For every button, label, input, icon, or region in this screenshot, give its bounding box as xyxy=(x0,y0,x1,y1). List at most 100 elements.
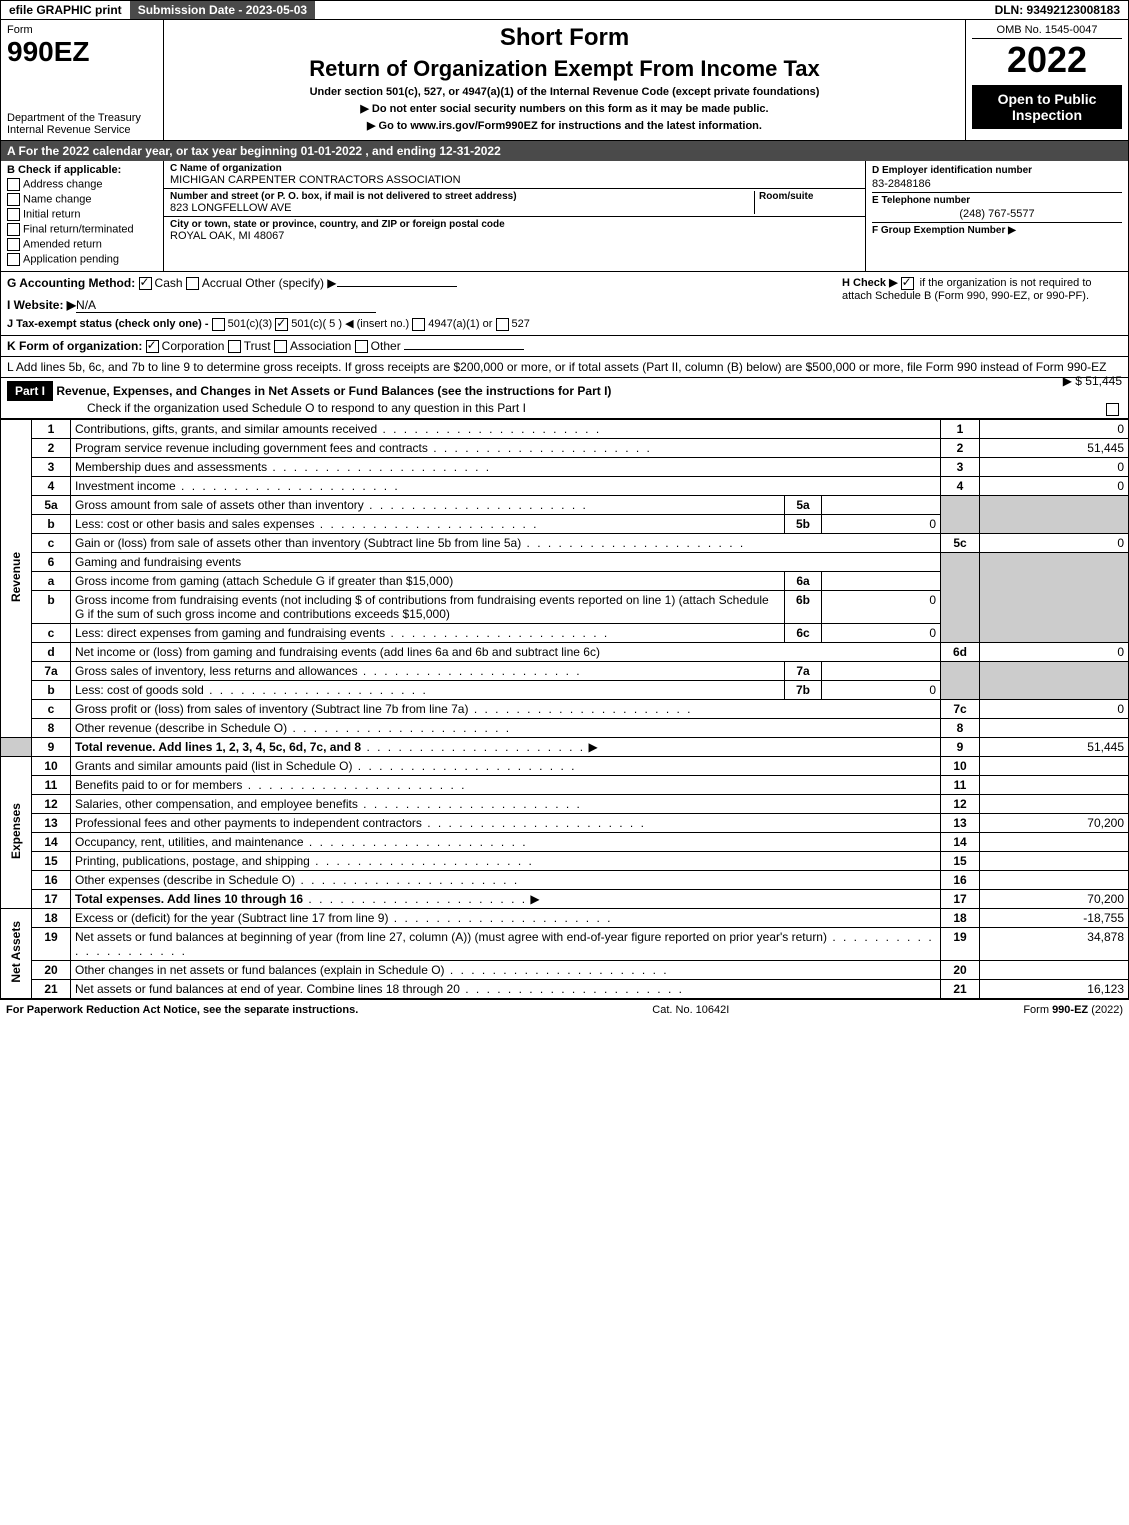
no-ssn-note: ▶ Do not enter social security numbers o… xyxy=(170,102,959,115)
d-label: D Employer identification number xyxy=(872,165,1122,176)
form-label: Form xyxy=(7,24,157,36)
chk-initial-return[interactable]: Initial return xyxy=(7,208,157,221)
org-name: MICHIGAN CARPENTER CONTRACTORS ASSOCIATI… xyxy=(170,174,859,186)
page-footer: For Paperwork Reduction Act Notice, see … xyxy=(0,999,1129,1020)
chk-527[interactable] xyxy=(496,318,509,331)
amt-5c: 0 xyxy=(980,534,1129,553)
part1-label: Part I xyxy=(7,381,53,401)
under-section: Under section 501(c), 527, or 4947(a)(1)… xyxy=(170,86,959,98)
dept-label: Department of the Treasury Internal Reve… xyxy=(7,112,157,136)
amt-4: 0 xyxy=(980,477,1129,496)
g-line: G Accounting Method: Cash Accrual Other … xyxy=(7,276,822,290)
amt-6d: 0 xyxy=(980,643,1129,662)
chk-application-pending[interactable]: Application pending xyxy=(7,253,157,266)
room-label: Room/suite xyxy=(759,191,859,202)
amt-1: 0 xyxy=(980,420,1129,439)
h-block: H Check ▶ if the organization is not req… xyxy=(842,276,1122,331)
col-b-checkboxes: B Check if applicable: Address change Na… xyxy=(1,161,164,271)
chk-cash[interactable] xyxy=(139,277,152,290)
submission-date: Submission Date - 2023-05-03 xyxy=(130,1,315,19)
amt-2: 51,445 xyxy=(980,439,1129,458)
section-bcdef: B Check if applicable: Address change Na… xyxy=(0,161,1129,272)
amt-11 xyxy=(980,776,1129,795)
amt-9: 51,445 xyxy=(980,738,1129,757)
tax-year: 2022 xyxy=(972,39,1122,81)
chk-address-change[interactable]: Address change xyxy=(7,178,157,191)
f-label: F Group Exemption Number ▶ xyxy=(872,222,1122,236)
city-value: ROYAL OAK, MI 48067 xyxy=(170,230,859,242)
row-a-tax-year: A For the 2022 calendar year, or tax yea… xyxy=(0,141,1129,161)
amt-7c: 0 xyxy=(980,700,1129,719)
footer-left: For Paperwork Reduction Act Notice, see … xyxy=(6,1004,358,1016)
phone-value: (248) 767-5577 xyxy=(872,208,1122,220)
chk-accrual[interactable] xyxy=(186,277,199,290)
l-line: L Add lines 5b, 6c, and 7b to line 9 to … xyxy=(0,357,1129,378)
col-def: D Employer identification number 83-2848… xyxy=(865,161,1128,271)
c-name-label: C Name of organization xyxy=(170,163,859,174)
l-value: ▶ $ 51,445 xyxy=(1063,374,1122,388)
ein-value: 83-2848186 xyxy=(872,178,1122,190)
amt-3: 0 xyxy=(980,458,1129,477)
return-title: Return of Organization Exempt From Incom… xyxy=(170,56,959,82)
top-bar: efile GRAPHIC print Submission Date - 20… xyxy=(0,0,1129,20)
chk-assoc[interactable] xyxy=(274,340,287,353)
amt-12 xyxy=(980,795,1129,814)
b-title: B Check if applicable: xyxy=(7,164,157,176)
k-line: K Form of organization: Corporation Trus… xyxy=(0,336,1129,357)
chk-final-return[interactable]: Final return/terminated xyxy=(7,223,157,236)
i-line: I Website: ▶N/A xyxy=(7,298,822,313)
dln-label: DLN: 93492123008183 xyxy=(987,1,1128,19)
ghij-block: G Accounting Method: Cash Accrual Other … xyxy=(0,272,1129,336)
website-value: N/A xyxy=(76,298,376,313)
sub-7a xyxy=(822,662,941,681)
chk-h[interactable] xyxy=(901,277,914,290)
chk-4947[interactable] xyxy=(412,318,425,331)
header-center: Short Form Return of Organization Exempt… xyxy=(164,20,966,140)
short-form-title: Short Form xyxy=(170,24,959,52)
amt-8 xyxy=(980,719,1129,738)
goto-note: ▶ Go to www.irs.gov/Form990EZ for instru… xyxy=(170,119,959,132)
open-public-badge: Open to Public Inspection xyxy=(972,85,1122,129)
sub-6c: 0 xyxy=(822,624,941,643)
amt-21: 16,123 xyxy=(980,980,1129,999)
chk-trust[interactable] xyxy=(228,340,241,353)
chk-amended-return[interactable]: Amended return xyxy=(7,238,157,251)
chk-part1-schedo[interactable] xyxy=(1106,403,1119,416)
chk-other[interactable] xyxy=(355,340,368,353)
chk-501c[interactable] xyxy=(275,318,288,331)
chk-501c3[interactable] xyxy=(212,318,225,331)
sub-6a xyxy=(822,572,941,591)
amt-18: -18,755 xyxy=(980,909,1129,928)
amt-19: 34,878 xyxy=(980,928,1129,961)
chk-name-change[interactable]: Name change xyxy=(7,193,157,206)
amt-17: 70,200 xyxy=(980,890,1129,909)
efile-label[interactable]: efile GRAPHIC print xyxy=(1,1,130,19)
amt-16 xyxy=(980,871,1129,890)
j-line: J Tax-exempt status (check only one) - 5… xyxy=(7,317,822,331)
lines-table: Revenue 1Contributions, gifts, grants, a… xyxy=(0,419,1129,999)
footer-right: Form 990-EZ (2022) xyxy=(1023,1004,1123,1016)
amt-14 xyxy=(980,833,1129,852)
form-header: Form 990EZ Department of the Treasury In… xyxy=(0,20,1129,141)
sub-7b: 0 xyxy=(822,681,941,700)
header-right: OMB No. 1545-0047 2022 Open to Public In… xyxy=(966,20,1128,140)
amt-15 xyxy=(980,852,1129,871)
city-label: City or town, state or province, country… xyxy=(170,219,859,230)
sub-5a xyxy=(822,496,941,515)
omb-number: OMB No. 1545-0047 xyxy=(972,24,1122,39)
street-label: Number and street (or P. O. box, if mail… xyxy=(170,191,754,202)
rot-revenue: Revenue xyxy=(1,420,32,738)
street-value: 823 LONGFELLOW AVE xyxy=(170,202,754,214)
amt-20 xyxy=(980,961,1129,980)
part1-check: Check if the organization used Schedule … xyxy=(7,401,1122,415)
e-label: E Telephone number xyxy=(872,192,1122,206)
sub-5b: 0 xyxy=(822,515,941,534)
amt-13: 70,200 xyxy=(980,814,1129,833)
part1-header-row: Part I Revenue, Expenses, and Changes in… xyxy=(0,378,1129,419)
chk-corp[interactable] xyxy=(146,340,159,353)
form-number: 990EZ xyxy=(7,36,157,68)
rot-net-assets: Net Assets xyxy=(1,909,32,999)
rot-expenses: Expenses xyxy=(1,757,32,909)
header-left: Form 990EZ Department of the Treasury In… xyxy=(1,20,164,140)
footer-center: Cat. No. 10642I xyxy=(652,1004,729,1016)
